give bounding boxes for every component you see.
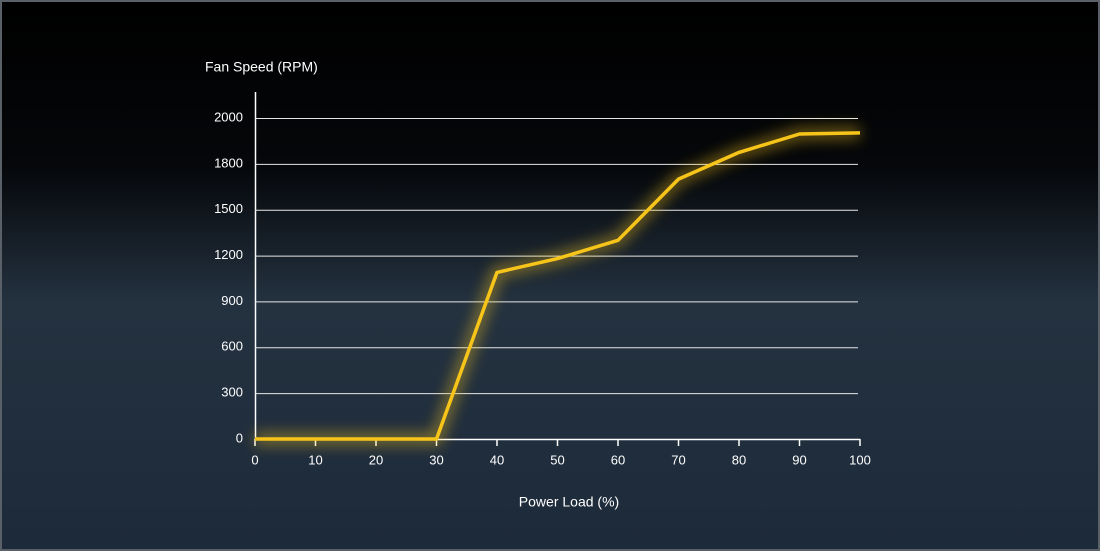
- y-tick-label: 1200: [214, 247, 243, 262]
- x-tick-label: 10: [308, 452, 322, 467]
- y-tick-label: 1500: [214, 201, 243, 216]
- x-tick-label: 0: [251, 452, 258, 467]
- x-tick-label: 50: [550, 452, 564, 467]
- x-tick-label: 60: [611, 452, 625, 467]
- x-tick-label: 100: [849, 452, 871, 467]
- y-tick-label: 900: [221, 293, 243, 308]
- x-tick-label: 90: [792, 452, 806, 467]
- x-tick-label: 20: [369, 452, 383, 467]
- x-axis-label: Power Load (%): [519, 494, 619, 510]
- x-tick-label: 80: [732, 452, 746, 467]
- y-tick-label: 1800: [214, 155, 243, 170]
- y-tick-label: 300: [221, 385, 243, 400]
- y-tick-label: 0: [236, 430, 243, 445]
- y-tick-label: 2000: [214, 109, 243, 124]
- x-tick-label: 40: [490, 452, 504, 467]
- x-tick-label: 70: [671, 452, 685, 467]
- y-axis-label: Fan Speed (RPM): [205, 59, 318, 75]
- y-tick-label: 600: [221, 339, 243, 354]
- line: [255, 131, 861, 441]
- x-tick-label: 30: [429, 452, 443, 467]
